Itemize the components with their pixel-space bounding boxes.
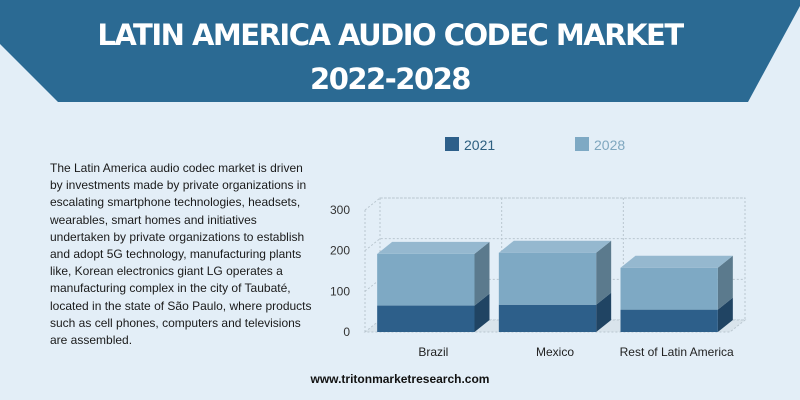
bar-2028-rest-of-latin-america bbox=[620, 255, 733, 310]
bar-2028-brazil bbox=[377, 241, 490, 306]
page-title: LATIN AMERICA AUDIO CODEC MARKET bbox=[97, 18, 684, 52]
website-url: www.tritonmarketresearch.com bbox=[310, 372, 490, 386]
legend-label: 2021 bbox=[464, 137, 495, 153]
chart-bars bbox=[377, 240, 733, 332]
y-tick-label: 0 bbox=[343, 325, 350, 339]
y-tick-label: 300 bbox=[330, 203, 350, 217]
bar-2021-rest-of-latin-america bbox=[620, 297, 733, 332]
x-category-label: Rest of Latin America bbox=[620, 345, 734, 359]
legend-swatch bbox=[445, 137, 459, 151]
legend-swatch bbox=[575, 137, 589, 151]
title-banner bbox=[0, 0, 800, 102]
y-tick-label: 200 bbox=[330, 244, 350, 258]
x-category-label: Mexico bbox=[536, 345, 574, 359]
market-description: The Latin America audio codec market is … bbox=[50, 161, 312, 348]
grid-line bbox=[364, 197, 745, 211]
legend-item-2021: 2021 bbox=[445, 137, 495, 153]
legend-item-2028: 2028 bbox=[575, 137, 625, 153]
bar-2028-mexico bbox=[498, 240, 612, 305]
legend-label: 2028 bbox=[594, 137, 625, 153]
bar-2021-mexico bbox=[498, 292, 612, 332]
chart-legend: 2021 2028 bbox=[445, 137, 625, 153]
y-tick-label: 100 bbox=[330, 284, 350, 298]
x-category-label: Brazil bbox=[418, 345, 448, 359]
page-subtitle-years: 2022-2028 bbox=[310, 62, 471, 96]
bar-2021-brazil bbox=[377, 293, 490, 332]
chart-axis-labels: 0 100 200 300 Brazil Mexico Rest of Latin Amer… bbox=[330, 203, 734, 359]
